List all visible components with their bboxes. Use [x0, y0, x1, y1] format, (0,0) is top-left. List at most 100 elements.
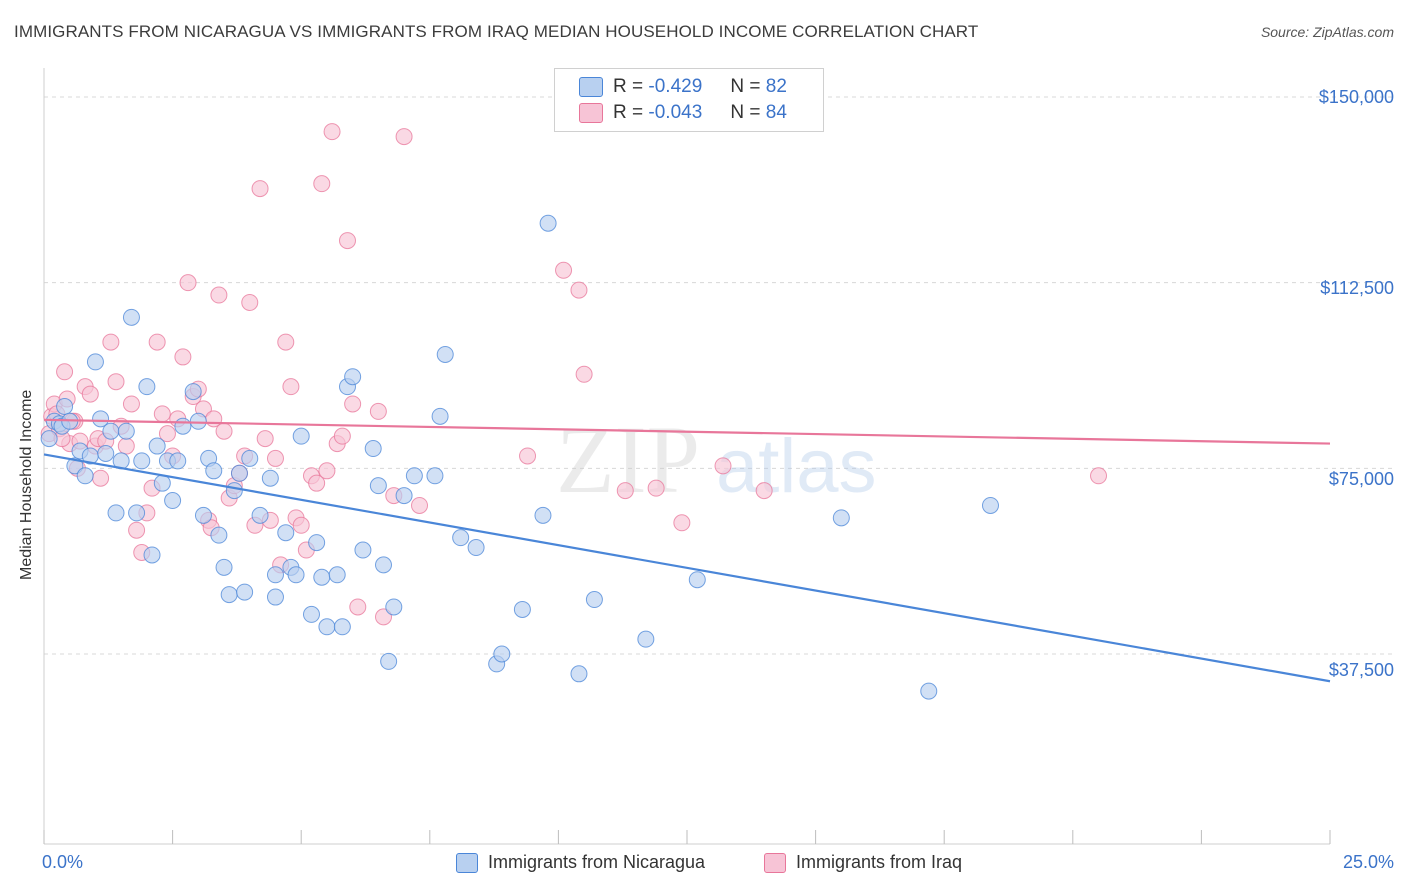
nicaragua-point	[364, 440, 382, 458]
nicaragua-point	[241, 449, 259, 467]
y-axis-label: Median Household Income	[18, 389, 35, 580]
legend-r-value: -0.429	[648, 76, 703, 97]
nicaragua-point	[369, 477, 387, 495]
iraq-point	[251, 180, 269, 198]
nicaragua-point	[426, 467, 444, 485]
watermark: ZIP atlas	[556, 406, 877, 513]
nicaragua-point	[570, 665, 588, 683]
xtick-left: 0.0%	[42, 852, 84, 872]
iraq-point	[174, 348, 192, 366]
iraq-point	[755, 482, 773, 500]
axes	[43, 68, 1331, 845]
nicaragua-point	[143, 546, 161, 564]
iraq-point	[411, 496, 429, 514]
nicaragua-points	[40, 214, 999, 700]
nicaragua-point	[302, 605, 320, 623]
watermark-atlas: atlas	[716, 424, 877, 509]
nicaragua-point	[205, 462, 223, 480]
iraq-point	[153, 405, 171, 423]
nicaragua-point	[86, 353, 104, 371]
iraq-swatch	[764, 852, 786, 873]
nicaragua-point	[308, 534, 326, 552]
iraq-point	[282, 378, 300, 396]
nicaragua-point	[138, 378, 156, 396]
chart-title: IMMIGRANTS FROM NICARAGUA VS IMMIGRANTS …	[14, 22, 979, 41]
iraq-point	[575, 365, 593, 383]
nicaragua-point	[313, 568, 331, 586]
nicaragua-legend-label: Immigrants from Nicaragua	[488, 852, 706, 872]
iraq-point	[369, 402, 387, 420]
nicaragua-point	[66, 457, 84, 475]
nicaragua-point	[832, 509, 850, 527]
legend-r-value: -0.043	[648, 102, 703, 123]
nicaragua-point	[385, 598, 403, 616]
legend-n-label: N =	[730, 102, 761, 123]
iraq-point	[375, 608, 393, 626]
nicaragua-point	[148, 437, 166, 455]
nicaragua-point	[266, 566, 284, 584]
iraq-point	[647, 479, 665, 497]
grid-lines	[44, 96, 1396, 655]
iraq-point	[570, 281, 588, 299]
chart-source: Source: ZipAtlas.com	[1260, 24, 1394, 40]
nicaragua-point	[395, 487, 413, 505]
nicaragua-point	[585, 591, 603, 609]
iraq-point	[673, 514, 691, 532]
nicaragua-point	[92, 410, 110, 428]
nicaragua-point	[225, 482, 243, 500]
nicaragua-point	[194, 506, 212, 524]
nicaragua-point	[169, 452, 187, 470]
trend-lines	[43, 418, 1331, 683]
nicaragua-point	[452, 529, 470, 547]
nicaragua-point	[117, 422, 135, 440]
nicaragua-point	[164, 492, 182, 510]
iraq-points	[40, 123, 1108, 626]
nicaragua-point	[981, 496, 999, 514]
stats-legend: R = -0.429 N = 82 R = -0.043 N = 84	[554, 68, 824, 132]
nicaragua-point	[153, 474, 171, 492]
legend-swatch-blue	[579, 77, 603, 97]
nicaragua-point	[637, 630, 655, 648]
nicaragua-point	[76, 467, 94, 485]
iraq-point	[308, 474, 326, 492]
iraq-point	[92, 469, 110, 487]
nicaragua-point	[277, 524, 295, 542]
nicaragua-point	[236, 583, 254, 601]
legend-r-label: R =	[613, 102, 644, 123]
iraq-point	[519, 447, 537, 465]
nicaragua-point	[380, 652, 398, 670]
iraq-point	[179, 274, 197, 292]
nicaragua-point	[251, 506, 269, 524]
nicaragua-point	[534, 506, 552, 524]
nicaragua-point	[333, 618, 351, 636]
nicaragua-point	[375, 556, 393, 574]
iraq-point	[102, 333, 120, 351]
iraq-point	[616, 482, 634, 500]
iraq-trend-line	[43, 418, 1331, 445]
nicaragua-point	[174, 417, 192, 435]
nicaragua-swatch	[456, 852, 478, 873]
iraq-point	[128, 521, 146, 539]
nicaragua-trend-line	[43, 453, 1331, 683]
nicaragua-point	[539, 214, 557, 232]
iraq-point	[714, 457, 732, 475]
iraq-point	[333, 427, 351, 445]
legend-row-nicaragua: R = -0.429 N = 82	[579, 75, 787, 99]
ytick-150000: $150,000	[1318, 87, 1394, 107]
iraq-point	[344, 395, 362, 413]
ytick-112500: $112,500	[1320, 278, 1394, 298]
nicaragua-point	[215, 558, 233, 576]
nicaragua-point	[128, 504, 146, 522]
iraq-point	[210, 286, 228, 304]
iraq-point	[313, 175, 331, 193]
iraq-point	[117, 437, 135, 455]
iraq-point	[338, 232, 356, 250]
legend-n-label: N =	[730, 76, 761, 97]
nicaragua-point	[920, 682, 938, 700]
nicaragua-point	[292, 427, 310, 445]
nicaragua-point	[354, 541, 372, 559]
iraq-point	[395, 128, 413, 146]
iraq-point	[158, 425, 176, 443]
nicaragua-point	[467, 539, 485, 557]
